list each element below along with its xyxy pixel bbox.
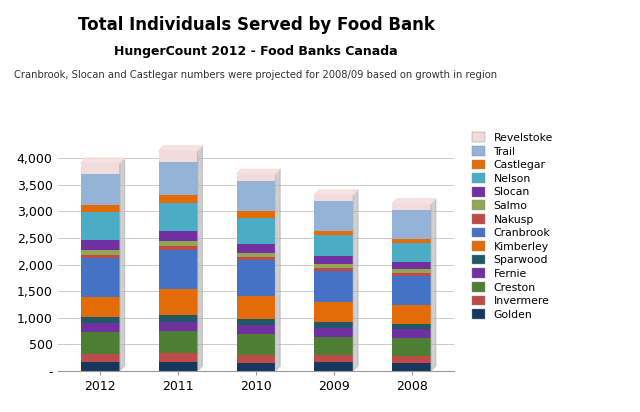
Bar — [159, 241, 198, 246]
Bar — [237, 319, 275, 325]
Bar — [159, 289, 198, 315]
Bar — [81, 332, 120, 353]
Bar — [392, 323, 431, 329]
Bar — [81, 250, 120, 255]
Bar — [392, 262, 431, 269]
Polygon shape — [353, 190, 358, 371]
Bar — [81, 173, 120, 206]
Bar — [392, 329, 431, 337]
Bar — [314, 231, 353, 235]
Bar — [392, 305, 431, 323]
Bar — [237, 244, 275, 253]
Bar — [392, 276, 431, 305]
Bar — [159, 151, 198, 162]
Polygon shape — [237, 169, 280, 174]
Bar — [392, 269, 431, 273]
Bar — [392, 210, 431, 239]
Bar — [314, 267, 353, 271]
Bar — [314, 356, 353, 362]
Polygon shape — [392, 199, 436, 204]
Bar — [314, 302, 353, 322]
Bar — [392, 243, 431, 262]
Bar — [159, 361, 198, 371]
Bar — [237, 325, 275, 334]
Bar — [314, 256, 353, 264]
Bar — [81, 323, 120, 332]
Bar — [237, 363, 275, 371]
Bar — [159, 246, 198, 250]
Bar — [81, 240, 120, 250]
Bar — [314, 264, 353, 267]
Legend: Revelstoke, Trail, Castlegar, Nelson, Slocan, Salmo, Nakusp, Cranbrook, Kimberle: Revelstoke, Trail, Castlegar, Nelson, Sl… — [472, 133, 553, 320]
Bar — [237, 297, 275, 319]
Polygon shape — [120, 158, 125, 371]
Bar — [314, 195, 353, 201]
Bar — [81, 353, 120, 362]
Polygon shape — [159, 146, 202, 151]
Bar — [314, 201, 353, 231]
Bar — [81, 212, 120, 240]
Polygon shape — [314, 190, 358, 195]
Polygon shape — [431, 199, 436, 371]
Bar — [237, 253, 275, 257]
Bar — [392, 356, 431, 363]
Polygon shape — [81, 158, 125, 163]
Bar — [392, 337, 431, 356]
Bar — [392, 273, 431, 276]
Bar — [159, 203, 198, 232]
Bar — [81, 255, 120, 258]
Polygon shape — [198, 146, 202, 371]
Text: Total Individuals Served by Food Bank: Total Individuals Served by Food Bank — [77, 16, 435, 35]
Polygon shape — [275, 169, 280, 371]
Bar — [314, 362, 353, 371]
Bar — [159, 353, 198, 361]
Bar — [237, 260, 275, 297]
Bar — [314, 337, 353, 356]
Bar — [81, 163, 120, 173]
Bar — [81, 206, 120, 212]
Text: HungerCount 2012 - Food Banks Canada: HungerCount 2012 - Food Banks Canada — [114, 45, 398, 59]
Bar — [81, 362, 120, 371]
Bar — [159, 232, 198, 241]
Bar — [314, 235, 353, 256]
Bar — [392, 363, 431, 371]
Bar — [81, 258, 120, 297]
Text: Cranbrook, Slocan and Castlegar numbers were projected for 2008/09 based on grow: Cranbrook, Slocan and Castlegar numbers … — [15, 70, 497, 80]
Bar — [81, 317, 120, 323]
Bar — [314, 328, 353, 337]
Bar — [237, 181, 275, 211]
Bar — [314, 322, 353, 328]
Bar — [159, 162, 198, 195]
Bar — [237, 334, 275, 355]
Bar — [159, 331, 198, 353]
Bar — [392, 239, 431, 243]
Bar — [81, 297, 120, 317]
Bar — [237, 218, 275, 244]
Bar — [159, 322, 198, 331]
Bar — [237, 174, 275, 181]
Bar — [237, 211, 275, 218]
Bar — [159, 250, 198, 289]
Bar — [159, 195, 198, 203]
Bar — [159, 315, 198, 322]
Bar — [392, 204, 431, 210]
Bar — [237, 257, 275, 260]
Bar — [237, 355, 275, 363]
Bar — [314, 271, 353, 302]
